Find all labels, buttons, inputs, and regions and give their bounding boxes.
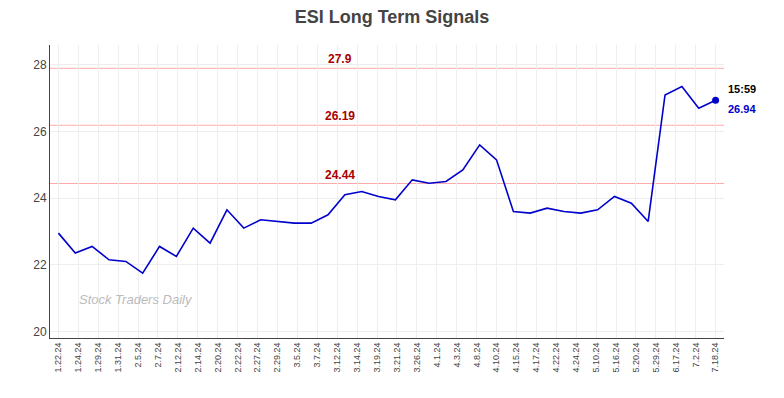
svg-text:2.22.24: 2.22.24 (233, 343, 243, 373)
svg-text:3.7.24: 3.7.24 (312, 343, 322, 368)
svg-text:3.12.24: 3.12.24 (332, 343, 342, 373)
svg-text:20: 20 (33, 325, 47, 339)
svg-text:2.27.24: 2.27.24 (252, 343, 262, 373)
svg-text:4.24.24: 4.24.24 (571, 343, 581, 373)
svg-text:6.17.24: 6.17.24 (671, 343, 681, 373)
svg-text:2.12.24: 2.12.24 (173, 343, 183, 373)
svg-text:4.1.24: 4.1.24 (432, 343, 442, 368)
svg-text:2.14.24: 2.14.24 (193, 343, 203, 373)
svg-text:5.20.24: 5.20.24 (631, 343, 641, 373)
svg-text:2.20.24: 2.20.24 (213, 343, 223, 373)
svg-text:3.19.24: 3.19.24 (372, 343, 382, 373)
svg-text:1.22.24: 1.22.24 (53, 343, 63, 373)
svg-text:4.22.24: 4.22.24 (551, 343, 561, 373)
svg-text:26: 26 (33, 125, 47, 139)
svg-text:26.94: 26.94 (728, 103, 756, 115)
svg-text:24.44: 24.44 (325, 168, 355, 182)
svg-text:3.26.24: 3.26.24 (412, 343, 422, 373)
svg-text:4.10.24: 4.10.24 (491, 343, 501, 373)
svg-text:22: 22 (33, 258, 47, 272)
svg-text:2.5.24: 2.5.24 (133, 343, 143, 368)
svg-text:3.5.24: 3.5.24 (292, 343, 302, 368)
svg-text:3.14.24: 3.14.24 (352, 343, 362, 373)
svg-text:26.19: 26.19 (325, 109, 355, 123)
svg-text:1.31.24: 1.31.24 (113, 343, 123, 373)
svg-text:5.10.24: 5.10.24 (591, 343, 601, 373)
svg-text:24: 24 (33, 191, 47, 205)
svg-text:5.29.24: 5.29.24 (651, 343, 661, 373)
svg-text:3.21.24: 3.21.24 (392, 343, 402, 373)
svg-text:1.24.24: 1.24.24 (73, 343, 83, 373)
svg-text:Stock Traders Daily: Stock Traders Daily (79, 292, 193, 307)
svg-text:27.9: 27.9 (328, 52, 352, 66)
svg-text:2.29.24: 2.29.24 (272, 343, 282, 373)
svg-text:2.7.24: 2.7.24 (153, 343, 163, 368)
svg-text:5.16.24: 5.16.24 (611, 343, 621, 373)
svg-text:7.18.24: 7.18.24 (711, 343, 721, 373)
svg-text:15:59: 15:59 (728, 83, 756, 95)
svg-text:4.15.24: 4.15.24 (511, 343, 521, 373)
svg-text:28: 28 (33, 58, 47, 72)
svg-text:4.3.24: 4.3.24 (452, 343, 462, 368)
svg-text:1.29.24: 1.29.24 (93, 343, 103, 373)
svg-text:7.2.24: 7.2.24 (691, 343, 701, 368)
svg-text:4.8.24: 4.8.24 (472, 343, 482, 368)
svg-text:4.17.24: 4.17.24 (531, 343, 541, 373)
svg-text:ESI Long Term Signals: ESI Long Term Signals (295, 7, 490, 27)
